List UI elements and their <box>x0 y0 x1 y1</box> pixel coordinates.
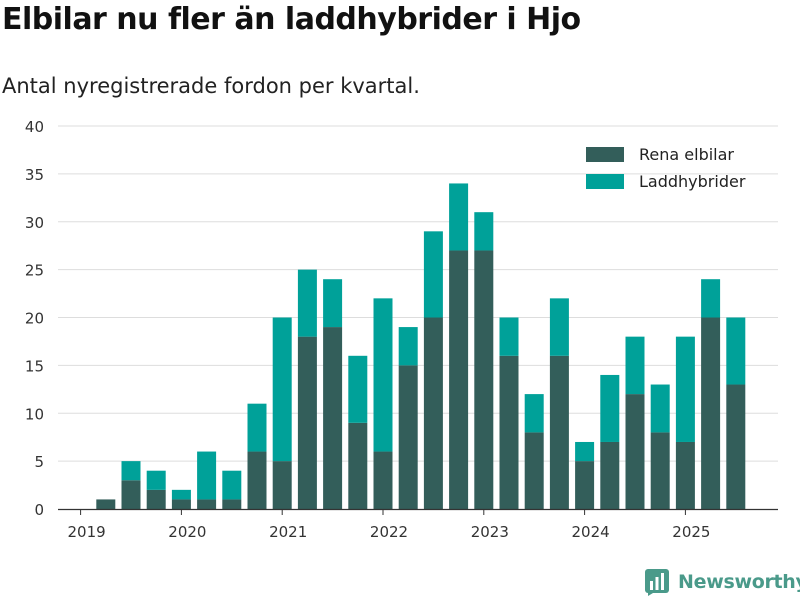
bar-laddhybrider <box>650 384 670 433</box>
legend-label: Rena elbilar <box>639 145 734 164</box>
y-tick-label: 30 <box>25 214 44 232</box>
bar-rena-elbilar <box>348 422 368 509</box>
bar-rena-elbilar <box>373 451 393 509</box>
bar-rena-elbilar <box>96 499 116 509</box>
bar-laddhybrider <box>121 461 141 481</box>
bar-rena-elbilar <box>524 432 544 509</box>
bar-rena-elbilar <box>247 451 267 509</box>
bar-rena-elbilar <box>297 336 317 509</box>
bar-laddhybrider <box>474 212 494 251</box>
newsworthy-logo-icon <box>645 569 669 596</box>
bar-rena-elbilar <box>474 250 494 509</box>
bar-rena-elbilar <box>423 317 443 509</box>
bar-laddhybrider <box>398 327 418 366</box>
bar-laddhybrider <box>171 489 191 500</box>
brand-logo: Newsworthy <box>644 568 800 596</box>
x-tick-label: 2024 <box>572 523 610 541</box>
bar-rena-elbilar <box>575 461 595 509</box>
bar-rena-elbilar <box>726 384 746 509</box>
bar-rena-elbilar <box>499 355 519 509</box>
bar-rena-elbilar <box>701 317 721 509</box>
x-tick-label: 2025 <box>672 523 710 541</box>
chart-title: Elbilar nu fler än laddhybrider i Hjo <box>2 2 581 37</box>
bar-laddhybrider <box>373 298 393 452</box>
bar-laddhybrider <box>297 269 317 337</box>
bar-rena-elbilar <box>398 365 418 509</box>
bar-laddhybrider <box>575 441 595 462</box>
y-tick-label: 15 <box>25 357 44 375</box>
y-tick-label: 5 <box>34 453 44 471</box>
y-tick-label: 35 <box>25 166 44 184</box>
x-tick-label: 2020 <box>168 523 206 541</box>
y-tick-label: 40 <box>25 118 44 136</box>
bar-rena-elbilar <box>625 394 645 509</box>
x-tick-label: 2021 <box>269 523 307 541</box>
chart-subtitle: Antal nyregistrerade fordon per kvartal. <box>2 74 420 98</box>
gridlines <box>58 125 778 462</box>
bar-laddhybrider <box>272 317 292 462</box>
bar-rena-elbilar <box>675 441 695 509</box>
legend-swatch <box>586 174 624 189</box>
bar-laddhybrider <box>726 317 746 385</box>
bar-rena-elbilar <box>272 461 292 509</box>
bar-laddhybrider <box>701 279 721 318</box>
legend: Rena elbilar Laddhybrider <box>586 145 746 191</box>
x-tick-label: 2019 <box>68 523 106 541</box>
bar-rena-elbilar <box>222 499 242 509</box>
bar-rena-elbilar <box>449 250 469 509</box>
legend-swatch <box>586 147 624 162</box>
bar-rena-elbilar <box>650 432 670 509</box>
y-axis-tick-labels: 0 5 10 15 20 25 30 35 40 <box>25 118 44 519</box>
legend-label: Laddhybrider <box>639 172 746 191</box>
bar-laddhybrider <box>423 231 443 318</box>
bar-laddhybrider <box>625 336 645 395</box>
bar-laddhybrider <box>549 298 569 356</box>
bar-rena-elbilar <box>323 327 343 509</box>
bar-laddhybrider <box>323 279 343 328</box>
x-axis-tick-labels: 2019 2020 2021 2022 2023 2024 2025 <box>68 509 710 541</box>
y-tick-label: 10 <box>25 405 44 423</box>
bars <box>96 183 746 509</box>
bar-laddhybrider <box>499 317 519 356</box>
brand-name: Newsworthy <box>678 571 800 593</box>
bar-laddhybrider <box>675 336 695 442</box>
bar-rena-elbilar <box>121 480 141 509</box>
bar-laddhybrider <box>146 470 166 490</box>
bar-laddhybrider <box>247 403 267 452</box>
bar-rena-elbilar <box>549 355 569 509</box>
bar-laddhybrider <box>600 374 620 442</box>
y-tick-label: 0 <box>34 501 44 519</box>
bar-laddhybrider <box>222 470 242 500</box>
y-tick-label: 20 <box>25 310 44 328</box>
bar-rena-elbilar <box>171 499 191 509</box>
y-tick-label: 25 <box>25 262 44 280</box>
bar-rena-elbilar <box>146 489 166 509</box>
bar-rena-elbilar <box>600 441 620 509</box>
bar-laddhybrider <box>348 355 368 423</box>
x-tick-label: 2023 <box>471 523 509 541</box>
bar-laddhybrider <box>449 183 469 251</box>
bar-laddhybrider <box>524 394 544 433</box>
bar-laddhybrider <box>197 451 217 500</box>
x-tick-label: 2022 <box>370 523 408 541</box>
bar-rena-elbilar <box>197 499 217 509</box>
